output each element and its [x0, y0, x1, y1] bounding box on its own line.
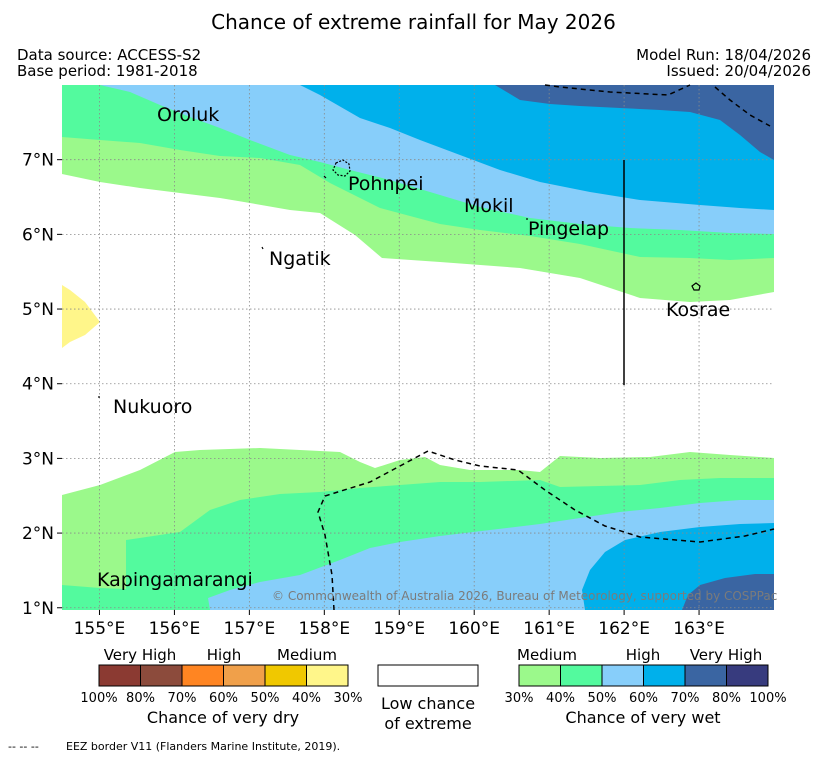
wet-band-70-80-south	[682, 574, 774, 610]
legend-dry-percents: 100% 80% 70% 60% 50% 40% 30%	[80, 691, 362, 706]
legend-wet-percent-1: 40%	[546, 691, 575, 706]
islands	[98, 159, 701, 398]
legend-wet-header-high: High	[626, 646, 660, 664]
legend-dry-percent-0: 100%	[80, 691, 117, 706]
legend-dry-caption: Chance of very dry	[147, 708, 299, 727]
eez-border-north	[544, 84, 691, 96]
x-tick-label-163: 163°E	[673, 619, 725, 639]
x-tick-label-162: 162°E	[598, 619, 650, 639]
legend-wet-swatches	[518, 664, 769, 687]
legend-dry-percent-5: 40%	[292, 691, 321, 706]
legend-wet-percents: 30% 40% 50% 60% 70% 80% 100%	[505, 691, 787, 706]
x-tick-label-156: 156°E	[149, 619, 201, 639]
legend-dry-header-high: High	[207, 646, 241, 664]
ngatik-island	[261, 246, 264, 250]
eez-border-ne	[714, 86, 771, 127]
legend-dry-header-very-high: Very High	[104, 646, 177, 664]
place-label-nukuoro: Nukuoro	[113, 396, 192, 418]
model-run: Model Run: 18/04/2026	[636, 46, 811, 64]
legend-wet-swatch-4	[684, 664, 727, 687]
legend-dry-percent-2: 70%	[168, 691, 197, 706]
y-tick-label-7: 7°N	[22, 151, 54, 171]
legend-low-caption-line1: Low chance	[381, 694, 475, 713]
x-tick-label-161: 161°E	[523, 619, 575, 639]
eez-borders	[317, 84, 775, 611]
gridlines	[62, 85, 774, 610]
y-tick-label-1: 1°N	[22, 599, 54, 619]
legend-dry-percent-3: 60%	[209, 691, 238, 706]
dry-patch-40-30	[62, 285, 100, 348]
legend-dry-percent-1: 80%	[126, 691, 155, 706]
legend-wet-percent-0: 30%	[505, 691, 534, 706]
legend-dry-swatch-0	[98, 664, 141, 687]
y-tick-label-2: 2°N	[22, 524, 54, 544]
wet-band-70-80-north	[495, 85, 774, 160]
place-label-ngatik: Ngatik	[269, 248, 331, 270]
legend-dry-swatch-3	[223, 664, 266, 687]
legend-low-caption-line2: of extreme	[384, 714, 471, 733]
y-axis: 1°N 2°N 3°N 4°N 5°N 6°N 7°N	[22, 151, 62, 619]
legend-wet-header-medium: Medium	[517, 646, 577, 664]
pohnpei-island-outline	[332, 159, 351, 177]
kosrae-island-outline	[691, 282, 701, 291]
place-label-kapingamarangi: Kapingamarangi	[97, 569, 253, 591]
legend-wet-header-very-high: Very High	[690, 646, 763, 664]
y-tick-label-3: 3°N	[22, 449, 54, 469]
x-tick-label-157: 157°E	[224, 619, 276, 639]
x-tick-label-160: 160°E	[448, 619, 500, 639]
legend-dry-swatch-2	[181, 664, 224, 687]
data-source: Data source: ACCESS-S2	[17, 46, 202, 64]
legend-wet-percent-4: 70%	[671, 691, 700, 706]
y-tick-label-5: 5°N	[22, 300, 54, 320]
x-tick-label-158: 158°E	[298, 619, 350, 639]
footnote-line-symbol: -- -- --	[8, 740, 39, 753]
legend-wet-caption: Chance of very wet	[565, 708, 720, 727]
legend-wet-percent-5: 80%	[712, 691, 741, 706]
legend-low-chance-swatch	[377, 664, 479, 687]
wet-band-60-70-north	[300, 85, 774, 210]
x-tick-label-155: 155°E	[74, 619, 126, 639]
eez-border-south	[317, 450, 775, 611]
copyright-note: © Commonwealth of Australia 2026, Bureau…	[272, 589, 777, 603]
legend-wet-swatch-3	[643, 664, 686, 687]
place-label-mokil: Mokil	[464, 195, 514, 217]
legend-wet-percent-3: 60%	[629, 691, 658, 706]
base-period: Base period: 1981-2018	[17, 62, 198, 80]
x-tick-label-159: 159°E	[373, 619, 425, 639]
legend-wet-percent-2: 50%	[588, 691, 617, 706]
place-label-oroluk: Oroluk	[157, 104, 219, 126]
legend-wet-swatch-1	[560, 664, 603, 687]
place-label-pohnpei: Pohnpei	[348, 173, 424, 195]
y-tick-label-6: 6°N	[22, 225, 54, 245]
issued-date: Issued: 20/04/2026	[666, 62, 811, 80]
legend-wet-percent-6: 100%	[749, 691, 786, 706]
legend-wet-swatch-5	[726, 664, 769, 687]
legend-wet-swatch-2	[601, 664, 644, 687]
footnote-text: EEZ border V11 (Flanders Marine Institut…	[66, 740, 340, 753]
legend-dry-swatch-5	[306, 664, 349, 687]
legend-dry-swatch-1	[140, 664, 183, 687]
x-axis: 155°E 156°E 157°E 158°E 159°E 160°E 161°E 162°E…	[74, 610, 725, 639]
place-label-kosrae: Kosrae	[666, 299, 730, 321]
mokil-islet	[323, 175, 327, 179]
legend-wet-swatch-0	[518, 664, 561, 687]
legend-dry-swatches	[98, 664, 349, 687]
y-tick-label-4: 4°N	[22, 375, 54, 395]
legend-dry-percent-6: 30%	[334, 691, 363, 706]
chart-title: Chance of extreme rainfall for May 2026	[211, 10, 616, 34]
place-label-pingelap: Pingelap	[528, 218, 609, 240]
legend-dry-swatch-4	[264, 664, 307, 687]
legend-dry-header-medium: Medium	[277, 646, 337, 664]
legend-dry-percent-4: 50%	[251, 691, 280, 706]
